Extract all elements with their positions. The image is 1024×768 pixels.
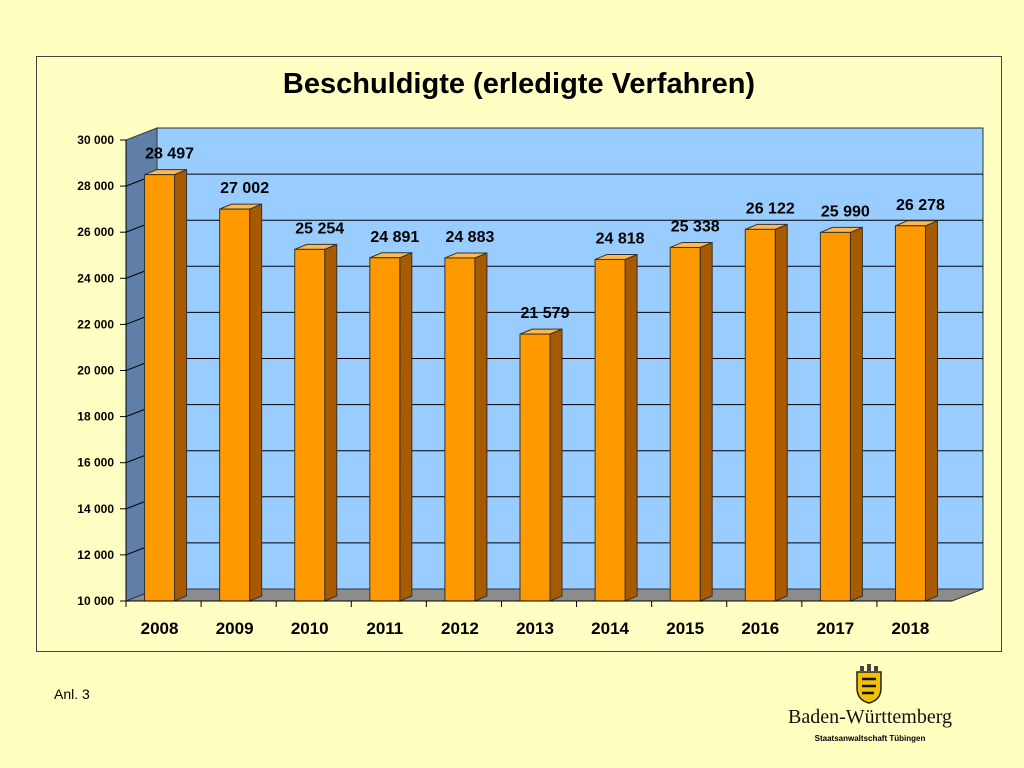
y-tick-label: 18 000	[77, 410, 114, 424]
bar	[894, 225, 926, 602]
coat-of-arms-icon	[856, 664, 882, 704]
data-label: 26 278	[896, 197, 945, 214]
data-label: 26 122	[746, 200, 795, 217]
x-tick-label: 2017	[816, 619, 854, 638]
y-tick-label: 16 000	[77, 456, 114, 470]
bar-side	[324, 243, 338, 602]
bar-side	[699, 241, 713, 602]
bar-side	[774, 223, 788, 602]
y-tick-label: 28 000	[77, 179, 114, 193]
bar	[444, 257, 476, 602]
x-tick-label: 2010	[291, 619, 329, 638]
bar	[744, 228, 776, 602]
y-tick-label: 24 000	[77, 271, 114, 285]
bar-side	[849, 226, 863, 602]
bar	[819, 231, 851, 602]
logo-text: Baden-Württemberg	[787, 706, 952, 728]
bar-chart: 10 000 12 000 14 000 16 000 18 000 20 000 22 0…	[77, 127, 984, 638]
x-tick-label: 2012	[441, 619, 479, 638]
data-label: 21 579	[521, 305, 570, 322]
state-logo: Baden-Württemberg Staatsanwaltschaft Tüb…	[780, 662, 960, 754]
x-tick-label: 2009	[216, 619, 254, 638]
bar	[519, 333, 551, 602]
bar-side	[549, 328, 563, 602]
bar	[294, 248, 326, 602]
data-label: 24 891	[370, 229, 419, 246]
x-tick-label: 2015	[666, 619, 704, 638]
y-tick-label: 26 000	[77, 225, 114, 239]
y-tick-label: 14 000	[77, 502, 114, 516]
x-tick-label: 2011	[366, 619, 403, 638]
y-tick-label: 22 000	[77, 317, 114, 331]
y-tick-label: 12 000	[77, 548, 114, 562]
bar-side	[924, 220, 938, 602]
y-tick-label: 30 000	[77, 133, 114, 147]
data-label: 27 002	[220, 180, 269, 197]
chart-frame: 10 000 12 000 14 000 16 000 18 000 20 000 22 0…	[36, 56, 1002, 652]
bar	[219, 208, 251, 602]
bar-side	[474, 252, 488, 602]
x-tick-label: 2018	[892, 619, 930, 638]
x-tick-label: 2013	[516, 619, 554, 638]
data-label: 28 497	[145, 146, 194, 163]
bar-side	[624, 253, 638, 602]
bar-side	[174, 168, 188, 602]
y-tick-label: 20 000	[77, 364, 114, 378]
bar	[144, 174, 176, 602]
y-tick-label: 10 000	[77, 594, 114, 608]
bar	[594, 258, 626, 602]
bar	[669, 246, 701, 602]
footer-note: Anl. 3	[54, 686, 90, 702]
data-label: 25 254	[295, 220, 344, 237]
x-tick-label: 2014	[591, 619, 629, 638]
data-label: 24 818	[596, 230, 645, 247]
bar	[369, 257, 401, 602]
chart-title: Beschuldigte (erledigte Verfahren)	[282, 68, 756, 100]
data-label: 24 883	[445, 229, 494, 246]
bar-side	[399, 252, 413, 602]
x-tick-label: 2008	[141, 619, 179, 638]
data-label: 25 338	[671, 218, 720, 235]
data-label: 25 990	[821, 203, 870, 220]
bar-side	[249, 203, 263, 602]
x-tick-label: 2016	[741, 619, 779, 638]
logo-subtitle: Staatsanwaltschaft Tübingen	[814, 734, 926, 743]
